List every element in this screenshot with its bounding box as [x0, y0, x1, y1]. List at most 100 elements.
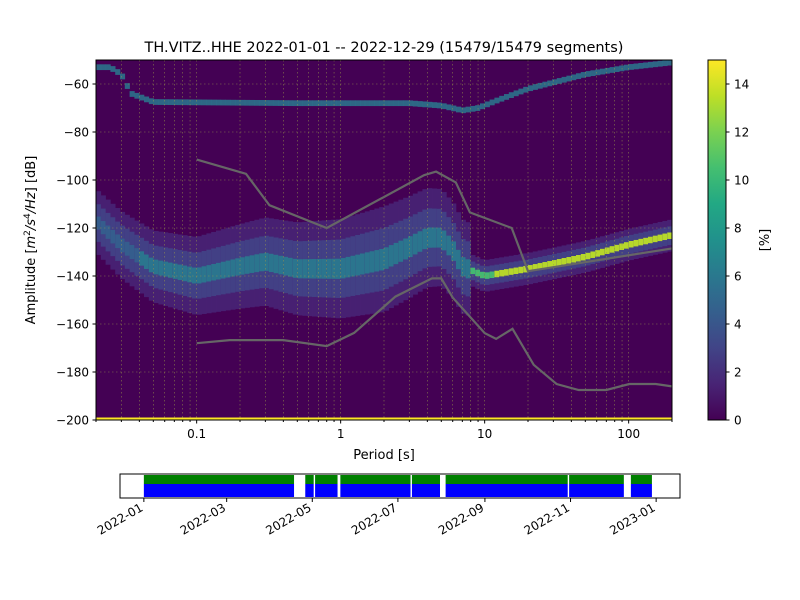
density-cell: [115, 234, 121, 249]
density-cell: [312, 259, 318, 279]
density-cell: [556, 259, 562, 266]
peak-cell: [427, 101, 433, 108]
density-cell: [172, 263, 178, 279]
peak-cell: [374, 100, 380, 107]
peak-cell: [571, 74, 577, 81]
peak-cell: [211, 99, 217, 106]
peak-cell: [566, 75, 572, 82]
peak-cell: [393, 100, 399, 107]
peak-cell: [288, 100, 294, 107]
timeline-tick-label: 2022-01: [95, 500, 145, 537]
density-cell: [139, 251, 145, 266]
density-cell: [379, 248, 385, 271]
density-cell: [283, 256, 289, 276]
peak-cell: [417, 101, 423, 107]
peak-cell: [446, 104, 452, 111]
peak-cell: [120, 73, 126, 80]
peak-cell: [115, 69, 121, 75]
density-cell: [417, 231, 423, 252]
y-tick-label: −60: [64, 78, 89, 92]
peak-cell: [652, 61, 658, 68]
peak-cell: [494, 97, 500, 104]
psd-segment: [315, 475, 338, 484]
peak-cell: [158, 99, 164, 105]
peak-cell: [513, 90, 519, 97]
peak-cell: [648, 61, 654, 68]
density-cell: [619, 243, 625, 250]
peak-cell: [283, 100, 289, 106]
y-tick-label: −80: [64, 126, 89, 140]
peak-cell: [403, 100, 409, 107]
density-cell: [422, 228, 428, 250]
peak-cell: [556, 78, 562, 84]
peak-cell: [326, 100, 332, 107]
density-cell: [384, 247, 390, 269]
peak-cell: [187, 99, 193, 106]
peak-cell: [470, 105, 476, 112]
density-cell: [153, 259, 159, 275]
density-cell: [638, 238, 644, 246]
peak-cell: [412, 100, 418, 107]
density-cell: [566, 257, 572, 264]
density-cell: [292, 258, 298, 278]
density-cell: [518, 266, 524, 274]
psd-plot: 0.1 1 10 100 −200 −180 −160 −140 −120 −100 −80 −60: [56, 59, 673, 441]
noise-model-high-line: [196, 158, 673, 273]
density-cell: [201, 266, 207, 283]
peak-cell: [480, 103, 486, 110]
peak-cell: [590, 70, 596, 77]
psd-segment: [445, 475, 568, 484]
y-tick-label: −100: [56, 174, 89, 188]
peak-cell: [345, 100, 351, 107]
peak-cell: [422, 101, 428, 108]
peak-cell: [643, 62, 649, 69]
peak-cell: [576, 73, 582, 80]
peak-cell: [552, 79, 558, 86]
data-segment: [411, 484, 440, 497]
data-segment: [340, 484, 411, 497]
peak-cell: [244, 99, 250, 106]
density-heatmap: [96, 59, 673, 319]
density-cell: [297, 259, 303, 279]
peak-cell: [297, 100, 303, 107]
y-axis: −200 −180 −160 −140 −120 −100 −80 −60: [56, 78, 96, 428]
peak-cell: [230, 99, 236, 106]
peak-cell: [561, 76, 567, 83]
noise-model-low-line: [196, 277, 673, 392]
peak-cell: [369, 100, 375, 107]
density-cell: [340, 258, 346, 279]
density-cell: [96, 216, 102, 230]
density-cell: [441, 230, 447, 251]
density-cell: [206, 265, 212, 282]
peak-cell: [388, 100, 394, 107]
density-cell: [436, 227, 442, 248]
y-tick-label: −120: [56, 222, 89, 236]
density-cell: [667, 232, 673, 239]
x-tick-label: 0.1: [187, 427, 206, 441]
peak-cell: [460, 107, 466, 114]
density-cell: [614, 244, 620, 252]
density-cell: [273, 254, 279, 274]
density-cell: [388, 245, 394, 267]
peak-cell: [518, 88, 524, 95]
y-tick-label: −140: [56, 270, 89, 284]
peak-cell: [432, 102, 438, 108]
density-cell: [542, 262, 548, 269]
density-cell: [489, 271, 495, 279]
colorbar-ticks: 0 2 4 6 8 10 12 14: [726, 78, 749, 428]
density-cell: [412, 233, 418, 255]
peak-cell: [268, 100, 274, 106]
peak-cell: [528, 85, 534, 92]
peak-cell: [364, 100, 370, 107]
density-cell: [144, 254, 150, 269]
density-cell: [129, 244, 135, 260]
peak-cell: [264, 100, 270, 106]
peak-cell: [110, 66, 116, 72]
density-cell: [547, 261, 553, 268]
colorbar-tick-label: 2: [734, 366, 742, 380]
density-cell: [523, 265, 529, 273]
density-cell: [124, 241, 130, 256]
peak-cell: [254, 99, 260, 106]
data-segment: [305, 484, 314, 497]
timeline-tick-label: 2022-03: [178, 500, 228, 537]
